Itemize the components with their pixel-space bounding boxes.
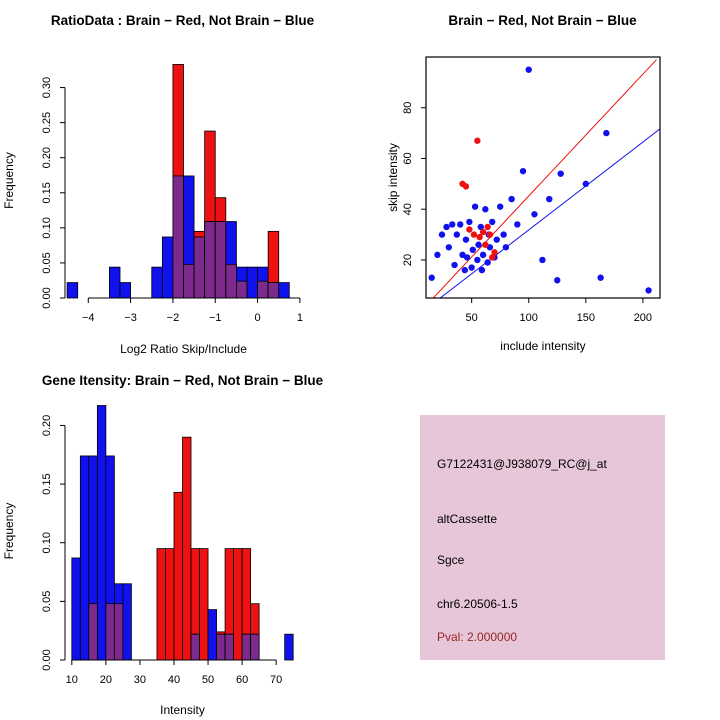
svg-text:0.05: 0.05 <box>41 591 53 612</box>
svg-text:Log2 Ratio Skip/Include: Log2 Ratio Skip/Include <box>120 342 247 356</box>
panel-gene-intensity-histogram: Gene Itensity: Brain − Red, Not Brain − … <box>0 360 360 720</box>
pval-text: Pval: 2.000000 <box>437 630 518 644</box>
gene-intensity-chart: 10 20 30 40 50 60 70 0.00 0.05 0.10 0.15 0.20 Intens… <box>2 405 294 717</box>
svg-text:0.15: 0.15 <box>41 473 53 494</box>
panel-gene-info: G7122431@J938079_RC@j_at altCassette Sgc… <box>360 360 720 720</box>
svg-text:0.20: 0.20 <box>41 415 53 436</box>
svg-text:200: 200 <box>634 312 652 324</box>
axes: −4 −3 −2 −1 0 1 0.00 0.05 0.10 0.15 0.20 0.25 0.30 Lo… <box>2 77 303 356</box>
location-text: chr6.20506-1.5 <box>437 597 518 611</box>
svg-text:1: 1 <box>297 312 303 324</box>
panel-ratio-histogram: RatioData : Brain − Red, Not Brain − Blu… <box>0 0 360 360</box>
svg-text:30: 30 <box>134 674 146 686</box>
gene-info-box: G7122431@J938079_RC@j_at altCassette Sgc… <box>420 415 665 660</box>
histogram-bars <box>71 405 294 661</box>
intensity-scatter-title: Brain − Red, Not Brain − Blue <box>448 13 637 28</box>
svg-text:50: 50 <box>202 674 214 686</box>
svg-text:Frequency: Frequency <box>2 503 16 560</box>
svg-text:0.15: 0.15 <box>41 182 53 203</box>
svg-text:0.10: 0.10 <box>41 217 53 238</box>
panel-intensity-scatter: Brain − Red, Not Brain − Blue 50 100 150 20… <box>360 0 720 360</box>
svg-text:100: 100 <box>520 312 538 324</box>
svg-text:Frequency: Frequency <box>2 152 16 209</box>
fit-lines <box>432 59 660 298</box>
svg-text:40: 40 <box>402 203 414 215</box>
svg-text:−2: −2 <box>167 312 180 324</box>
axes: 50 100 150 200 20 40 60 80 include intensity skip… <box>386 102 652 353</box>
scatter-points <box>428 66 652 294</box>
svg-text:Intensity: Intensity <box>160 703 205 717</box>
svg-text:10: 10 <box>66 674 78 686</box>
svg-text:0.20: 0.20 <box>41 147 53 168</box>
svg-text:0.00: 0.00 <box>41 649 53 670</box>
ratio-histogram-chart: −4 −3 −2 −1 0 1 0.00 0.05 0.10 0.15 0.20 0.25 0.30 Lo… <box>2 64 303 356</box>
intensity-scatter-chart: 50 100 150 200 20 40 60 80 include intensity skip… <box>386 56 661 353</box>
svg-text:0.05: 0.05 <box>41 252 53 273</box>
svg-text:0: 0 <box>255 312 261 324</box>
svg-text:20: 20 <box>402 254 414 266</box>
ratio-histogram-title: RatioData : Brain − Red, Not Brain − Blu… <box>50 13 315 28</box>
svg-text:70: 70 <box>270 674 282 686</box>
svg-text:80: 80 <box>402 102 414 114</box>
gene-intensity-title: Gene Itensity: Brain − Red, Not Brain − … <box>41 373 324 388</box>
svg-text:0.10: 0.10 <box>41 532 53 553</box>
svg-text:skip intensity: skip intensity <box>386 143 400 212</box>
svg-text:−1: −1 <box>209 312 222 324</box>
histogram-bars <box>66 64 290 299</box>
svg-text:include intensity: include intensity <box>500 339 585 353</box>
event-type-text: altCassette <box>437 512 498 526</box>
svg-text:0.25: 0.25 <box>41 112 53 133</box>
gene-symbol-text: Sgce <box>437 553 465 567</box>
probe-id-text: G7122431@J938079_RC@j_at <box>437 457 607 471</box>
plot-box <box>425 56 661 299</box>
svg-text:60: 60 <box>236 674 248 686</box>
svg-text:150: 150 <box>577 312 595 324</box>
svg-text:20: 20 <box>100 674 112 686</box>
svg-text:−4: −4 <box>82 312 95 324</box>
svg-text:60: 60 <box>402 152 414 164</box>
axes: 10 20 30 40 50 60 70 0.00 0.05 0.10 0.15 0.20 Intens… <box>2 415 282 717</box>
svg-text:40: 40 <box>168 674 180 686</box>
svg-text:−3: −3 <box>124 312 137 324</box>
svg-text:50: 50 <box>466 312 478 324</box>
svg-text:0.30: 0.30 <box>41 77 53 98</box>
svg-text:0.00: 0.00 <box>41 287 53 308</box>
